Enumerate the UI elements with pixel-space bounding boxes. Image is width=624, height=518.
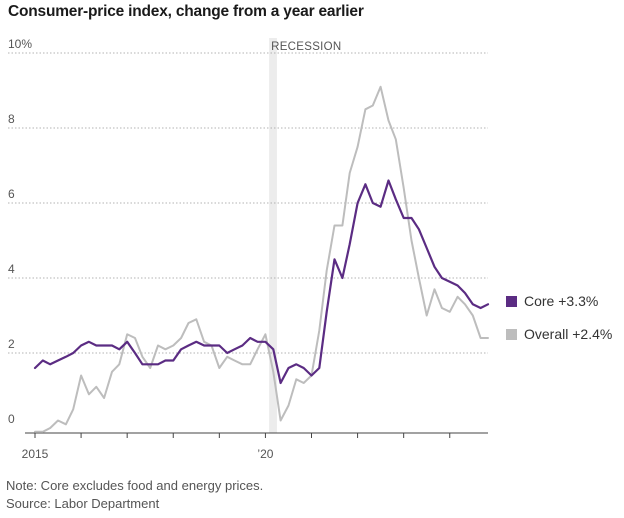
series-line-overall: [34, 85, 489, 433]
x-axis: 2015 ’20: [22, 432, 488, 461]
y-tick-label: 0: [8, 412, 15, 426]
chart-source: Source: Labor Department: [6, 496, 160, 511]
series-lines: [33, 85, 490, 433]
x-tick-label: 2015: [22, 447, 49, 461]
legend-label-overall: Overall +2.4%: [524, 326, 612, 342]
legend-swatch-overall: [506, 329, 517, 340]
x-tick-label: ’20: [257, 447, 273, 461]
y-tick-label: 6: [8, 187, 15, 201]
y-gridlines: [8, 52, 488, 354]
recession-label: RECESSION: [271, 41, 341, 53]
series-line-core: [33, 179, 490, 385]
y-tick-label: 8: [8, 112, 15, 126]
chart-note: Note: Core excludes food and energy pric…: [6, 478, 264, 493]
y-axis-tick-labels: 0 2 4 6 8 10%: [8, 37, 32, 426]
cpi-line-chart: RECESSION 0 2 4 6 8 10% 2015 ’20 Core +3.3% Ove…: [8, 37, 612, 461]
legend-swatch-core: [506, 296, 517, 307]
y-tick-label: 10%: [8, 37, 32, 51]
y-tick-label: 2: [8, 337, 15, 351]
recession-band: [269, 38, 277, 433]
chart-title: Consumer-price index, change from a year…: [8, 3, 364, 20]
y-tick-label: 4: [8, 262, 15, 276]
legend-label-core: Core +3.3%: [524, 293, 598, 309]
legend: Core +3.3% Overall +2.4%: [506, 293, 612, 342]
